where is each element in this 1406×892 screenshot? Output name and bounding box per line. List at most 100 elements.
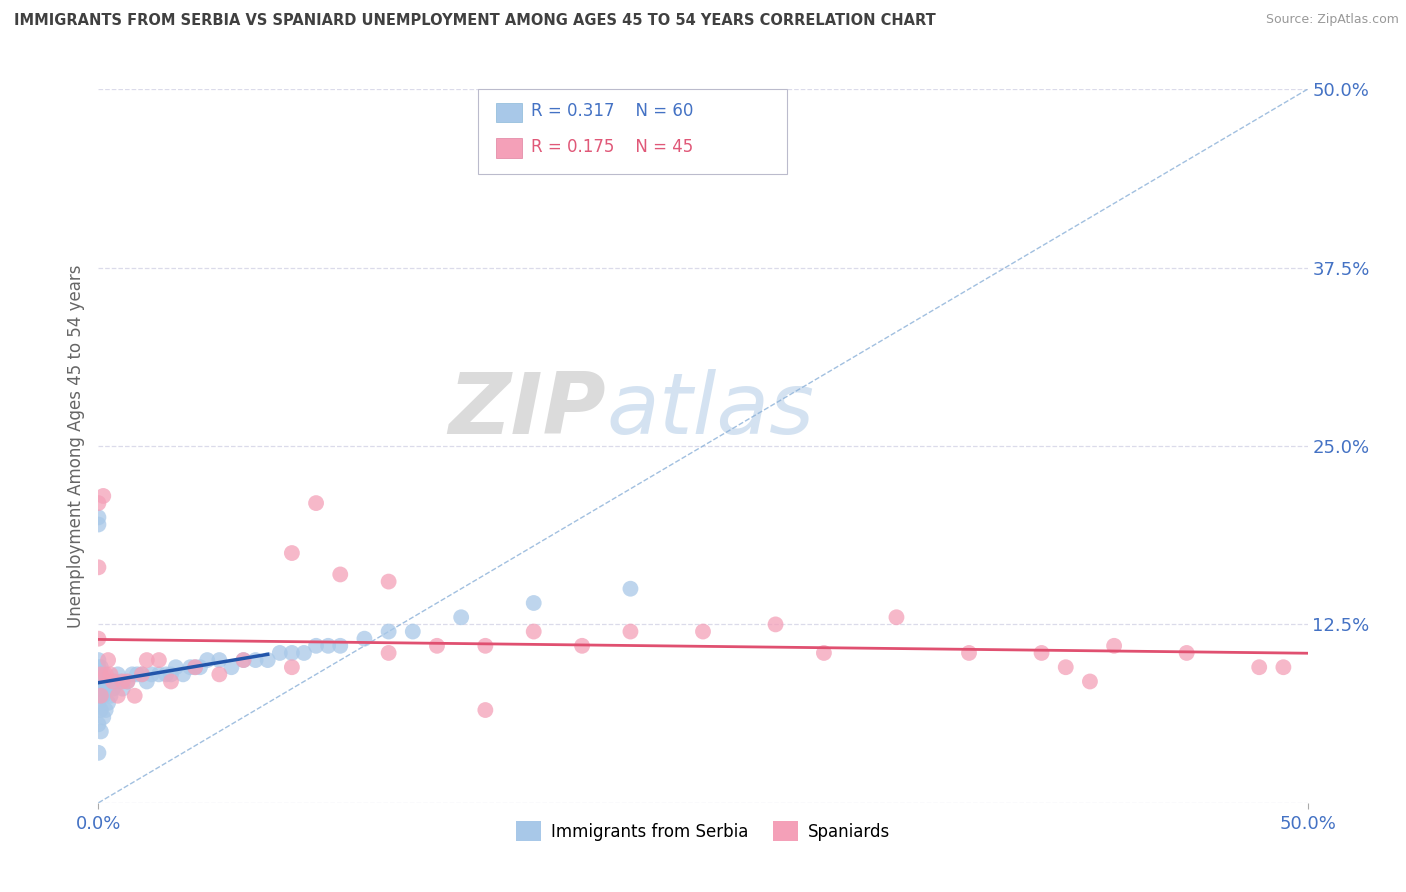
Point — [87, 632, 110, 646]
Point — [172, 667, 194, 681]
Point — [90, 724, 112, 739]
Point — [160, 667, 183, 681]
Point — [148, 667, 170, 681]
Point — [305, 639, 328, 653]
Point — [87, 517, 110, 532]
Point — [108, 674, 131, 689]
Point — [100, 689, 122, 703]
Point — [245, 653, 267, 667]
Point — [184, 660, 207, 674]
Point — [523, 624, 546, 639]
Point — [94, 667, 117, 681]
Point — [135, 653, 157, 667]
Point — [377, 624, 399, 639]
Point — [426, 639, 449, 653]
Text: R = 0.175    N = 45: R = 0.175 N = 45 — [531, 138, 693, 156]
Point — [1078, 674, 1101, 689]
Point — [813, 646, 835, 660]
Point — [90, 667, 112, 681]
Point — [450, 610, 472, 624]
Point — [957, 646, 980, 660]
Point — [377, 574, 399, 589]
Point — [165, 660, 187, 674]
Point — [765, 617, 787, 632]
Point — [232, 653, 254, 667]
Point — [148, 653, 170, 667]
Point — [87, 496, 110, 510]
Point — [91, 489, 114, 503]
Point — [305, 496, 328, 510]
Point — [87, 653, 110, 667]
Point — [316, 639, 339, 653]
Point — [90, 689, 112, 703]
Point — [87, 696, 110, 710]
Point — [184, 660, 207, 674]
Point — [87, 560, 110, 574]
Point — [221, 660, 243, 674]
Text: Source: ZipAtlas.com: Source: ZipAtlas.com — [1265, 13, 1399, 27]
Point — [269, 646, 291, 660]
Point — [188, 660, 211, 674]
Point — [1272, 660, 1295, 674]
Point — [571, 639, 593, 653]
Point — [101, 674, 124, 689]
Point — [619, 582, 641, 596]
Point — [281, 660, 304, 674]
Point — [97, 696, 120, 710]
Point — [87, 717, 110, 731]
Point — [179, 660, 201, 674]
Point — [619, 624, 641, 639]
Text: ZIP: ZIP — [449, 368, 606, 452]
Point — [281, 546, 304, 560]
Point — [101, 681, 124, 696]
Point — [329, 639, 352, 653]
Point — [523, 596, 546, 610]
Point — [155, 667, 177, 681]
Point — [135, 674, 157, 689]
Point — [90, 674, 112, 689]
Point — [886, 610, 908, 624]
Y-axis label: Unemployment Among Ages 45 to 54 years: Unemployment Among Ages 45 to 54 years — [66, 264, 84, 628]
Point — [90, 703, 112, 717]
Point — [91, 689, 114, 703]
Point — [1031, 646, 1053, 660]
Point — [1054, 660, 1077, 674]
Point — [377, 646, 399, 660]
Point — [107, 689, 129, 703]
Point — [208, 653, 231, 667]
Point — [208, 667, 231, 681]
Point — [87, 660, 110, 674]
Point — [292, 646, 315, 660]
Legend: Immigrants from Serbia, Spaniards: Immigrants from Serbia, Spaniards — [509, 814, 897, 848]
Point — [97, 653, 120, 667]
Point — [353, 632, 375, 646]
Point — [87, 510, 110, 524]
Text: R = 0.317    N = 60: R = 0.317 N = 60 — [531, 103, 693, 120]
Point — [141, 667, 163, 681]
Point — [127, 667, 149, 681]
Point — [87, 674, 110, 689]
Point — [121, 667, 143, 681]
Point — [87, 681, 110, 696]
Point — [90, 660, 112, 674]
Point — [107, 667, 129, 681]
Text: IMMIGRANTS FROM SERBIA VS SPANIARD UNEMPLOYMENT AMONG AGES 45 TO 54 YEARS CORREL: IMMIGRANTS FROM SERBIA VS SPANIARD UNEMP… — [14, 13, 936, 29]
Point — [1175, 646, 1198, 660]
Point — [124, 689, 146, 703]
Point — [256, 653, 278, 667]
Point — [94, 703, 117, 717]
Point — [94, 681, 117, 696]
Point — [474, 703, 496, 717]
Point — [1102, 639, 1125, 653]
Point — [131, 667, 153, 681]
Point — [281, 646, 304, 660]
Point — [474, 639, 496, 653]
Point — [87, 667, 110, 681]
Point — [87, 746, 110, 760]
Point — [117, 674, 139, 689]
Point — [160, 674, 183, 689]
Point — [104, 674, 127, 689]
Point — [97, 674, 120, 689]
Point — [111, 674, 134, 689]
Point — [90, 689, 112, 703]
